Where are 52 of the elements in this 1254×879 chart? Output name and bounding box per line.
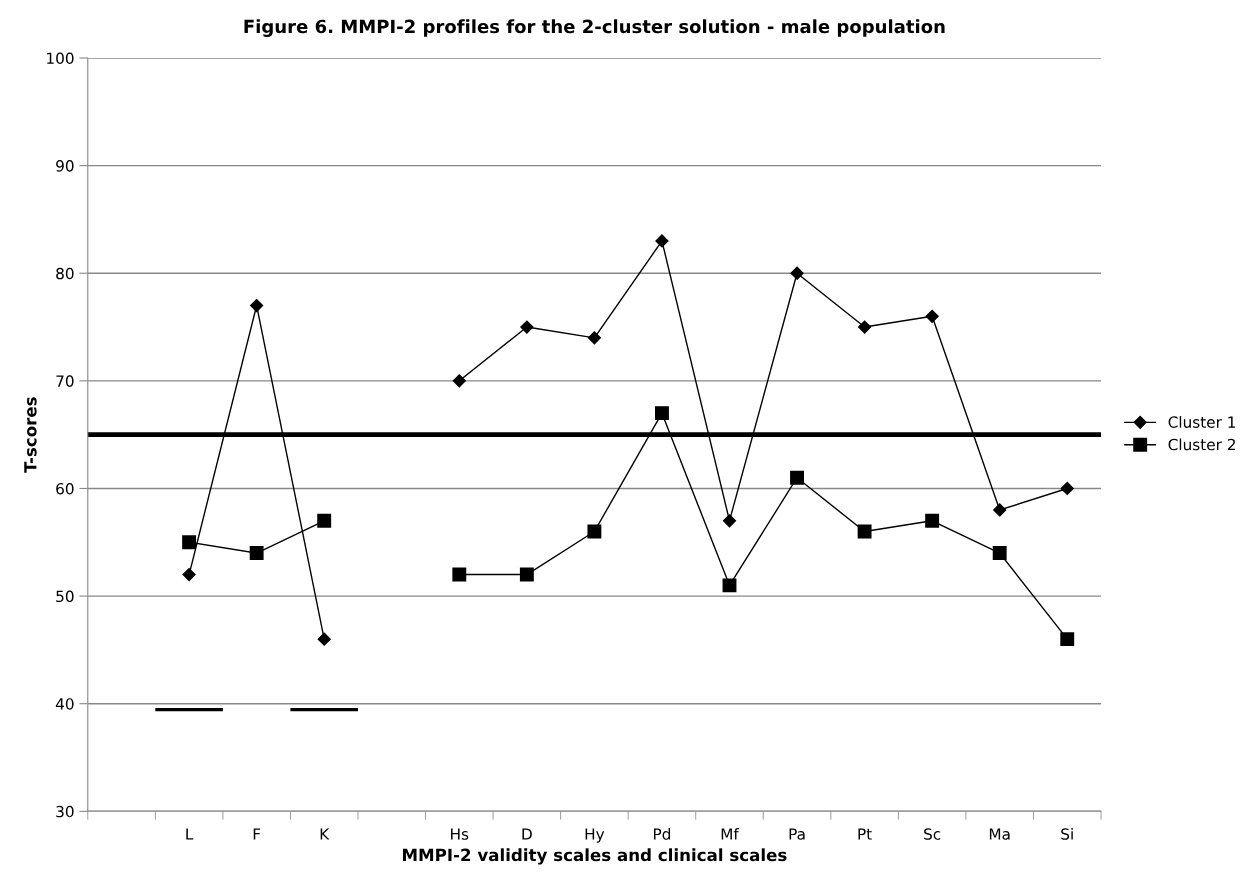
point xyxy=(519,567,534,582)
x-tick-label: Sc xyxy=(924,828,941,840)
point xyxy=(317,632,331,646)
y-tick-label: 100 xyxy=(47,52,74,65)
y-tick-label: 90 xyxy=(56,160,74,172)
x-tick-label: K xyxy=(320,828,330,840)
y-tick-label: 40 xyxy=(55,698,74,710)
point xyxy=(992,546,1007,560)
point xyxy=(249,546,264,560)
x-tick-label: L xyxy=(186,828,194,840)
x-tick-label: Hs xyxy=(451,828,469,840)
point xyxy=(182,535,197,550)
point xyxy=(452,374,466,388)
point xyxy=(250,298,264,313)
point xyxy=(925,513,940,528)
x-tick-label: Pt xyxy=(858,828,872,840)
point xyxy=(587,524,602,539)
point xyxy=(654,406,669,421)
y-tick-label: 30 xyxy=(56,805,74,818)
x-tick-label: Pd xyxy=(653,827,671,840)
point xyxy=(925,309,939,323)
point xyxy=(655,234,669,248)
point xyxy=(317,513,332,528)
x-tick-label: Ma xyxy=(989,828,1010,840)
point xyxy=(858,320,872,334)
y-tick-label: 50 xyxy=(56,590,74,603)
point xyxy=(1060,481,1074,496)
point xyxy=(790,266,804,280)
y-axis-title: T-scores xyxy=(24,397,37,473)
x-tick-label: F xyxy=(253,828,261,840)
legend-label: Cluster 1 xyxy=(1168,416,1236,428)
x-tick-label: Mf xyxy=(721,827,740,840)
point xyxy=(722,578,737,593)
point xyxy=(452,567,467,582)
point xyxy=(993,503,1007,517)
point xyxy=(520,320,534,334)
point xyxy=(587,331,601,345)
y-tick-label: 80 xyxy=(56,267,74,280)
y-tick-label: 60 xyxy=(56,482,74,495)
point xyxy=(182,567,196,582)
x-axis-title: MMPI-2 validity scales and clinical scales xyxy=(403,848,787,865)
point xyxy=(857,524,872,539)
x-tick-label: Si xyxy=(1061,827,1073,840)
y-tick-label: 70 xyxy=(56,375,74,387)
legend-label: Cluster 2 xyxy=(1168,438,1235,451)
x-tick-label: Hy xyxy=(585,828,605,843)
x-tick-label: Pa xyxy=(789,828,805,840)
point xyxy=(722,514,737,528)
point xyxy=(1060,632,1075,647)
x-tick-label: D xyxy=(522,828,532,840)
point xyxy=(790,470,804,485)
chart-title: Figure 6. MMPI-2 profiles for the 2-cluster solution - male population xyxy=(244,19,945,37)
